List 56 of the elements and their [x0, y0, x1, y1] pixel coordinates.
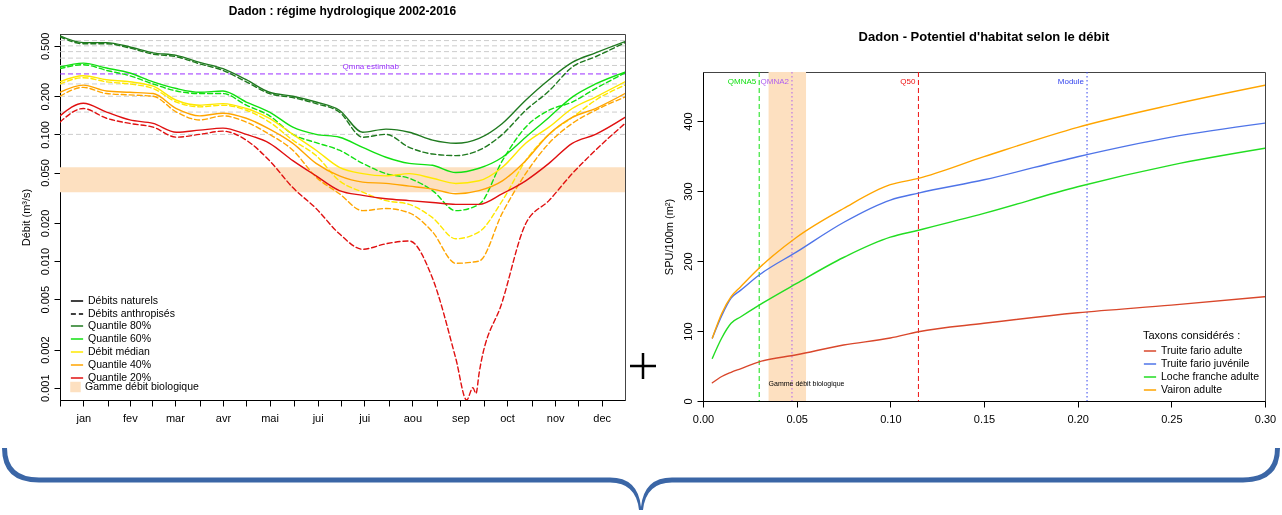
line-series — [60, 86, 625, 264]
x-tick-label: 0.20 — [1067, 412, 1089, 425]
chart-title: Dadon - Potentiel d'habitat selon le débit — [858, 28, 1111, 44]
ref-line-label: Module — [1057, 77, 1085, 86]
y-axis-title: Débit (m³/s) — [19, 188, 32, 247]
legend-label: Truite fario juvénile — [1161, 357, 1250, 369]
x-tick-label: jui — [358, 411, 371, 424]
ref-line-label: QMNA2 — [760, 77, 790, 86]
ref-line-label: Q50 — [900, 77, 916, 86]
x-tick-label: 0.10 — [880, 412, 902, 425]
legend-label: Loche franche adulte — [1161, 370, 1260, 382]
legend-label: Quantile 20% — [88, 371, 152, 383]
x-tick-label: oct — [500, 411, 515, 424]
y-tick-label: 0.500 — [38, 32, 51, 61]
x-tick-label: nov — [546, 411, 566, 424]
y-tick-label: 0.005 — [38, 285, 51, 314]
annotation: Débits naturels — [88, 294, 159, 306]
ref-line-label: Qmna estimhab — [342, 61, 400, 71]
x-tick-label: sep — [452, 411, 470, 424]
line-series — [711, 147, 1265, 359]
ref-line-label: QMNA5 — [727, 77, 757, 86]
x-tick-label: mar — [165, 411, 186, 424]
y-tick-label: 0.010 — [38, 247, 51, 276]
y-tick-label: 100 — [681, 322, 694, 341]
legend-label: Quantile 60% — [88, 332, 152, 344]
legend-label: Truite fario adulte — [1161, 344, 1243, 356]
x-tick-label: 0.00 — [692, 412, 715, 425]
y-tick-label: 0.001 — [38, 374, 51, 402]
y-tick-label: 0 — [681, 398, 694, 405]
x-tick-label: jui — [311, 411, 324, 424]
legend-label: Quantile 80% — [88, 319, 152, 331]
annotation: Débits anthropisés — [88, 307, 175, 319]
y-tick-label: 0.002 — [38, 336, 51, 364]
y-tick-label: 0.020 — [38, 209, 51, 238]
y-axis-title: SPU/100m (m²) — [662, 198, 675, 276]
y-tick-label: 300 — [681, 182, 694, 201]
legend-title: Taxons considérés : — [1143, 329, 1241, 341]
y-tick-label: 200 — [681, 252, 694, 271]
x-tick-label: 0.15 — [973, 412, 996, 425]
y-tick-label: 400 — [681, 112, 694, 131]
legend-label: Débit médian — [88, 345, 151, 357]
x-tick-label: 0.25 — [1161, 412, 1183, 425]
x-tick-label: avr — [215, 411, 232, 424]
y-tick-label: 0.200 — [38, 82, 51, 111]
legend-label: Quantile 40% — [88, 358, 152, 370]
x-tick-label: mai — [261, 411, 279, 424]
x-tick-label: dec — [593, 411, 612, 424]
y-tick-label: 0.050 — [38, 159, 51, 187]
x-tick-label: 0.30 — [1254, 412, 1277, 425]
x-tick-label: jan — [75, 411, 92, 424]
y-tick-label: 0.100 — [38, 121, 51, 149]
x-tick-label: aou — [403, 411, 423, 424]
chart-title: Dadon : régime hydrologique 2002-2016 — [228, 4, 457, 19]
legend-label: Vairon adulte — [1161, 383, 1223, 395]
x-tick-label: 0.05 — [786, 412, 808, 425]
x-tick-label: fev — [123, 411, 139, 424]
